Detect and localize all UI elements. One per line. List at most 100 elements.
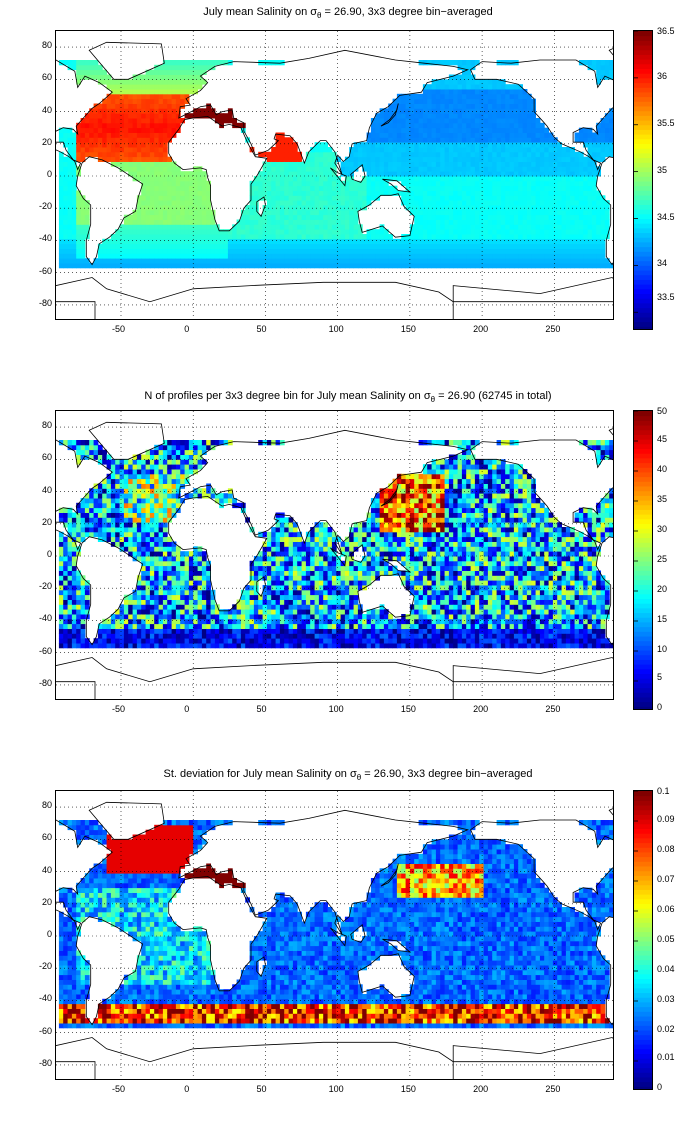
- data-cell: [128, 122, 133, 129]
- data-cell: [522, 147, 528, 153]
- data-cell: [115, 633, 120, 639]
- data-cell: [106, 502, 112, 509]
- data-cell: [58, 209, 64, 216]
- data-cell: [552, 238, 558, 245]
- data-cell: [154, 444, 159, 451]
- data-cell: [414, 190, 419, 196]
- data-cell: [401, 258, 406, 264]
- data-cell: [128, 493, 133, 499]
- data-cell: [201, 248, 207, 254]
- data-cell: [448, 79, 454, 85]
- data-cell: [141, 454, 146, 460]
- data-cell: [405, 147, 411, 153]
- data-cell: [427, 171, 432, 177]
- data-cell: [80, 599, 86, 605]
- data-cell: [188, 79, 194, 85]
- colorbar-swatch: [634, 91, 652, 98]
- data-cell: [470, 64, 476, 71]
- data-cell: [414, 263, 419, 269]
- data-cell: [201, 623, 207, 629]
- data-cell: [474, 258, 480, 264]
- data-cell: [197, 565, 203, 571]
- data-cell: [349, 161, 354, 167]
- data-cell: [119, 224, 125, 230]
- colorbar-swatch: [634, 284, 652, 290]
- data-cell: [141, 507, 146, 513]
- data-cell: [180, 633, 185, 639]
- data-cell: [587, 180, 593, 187]
- data-cell: [210, 493, 216, 499]
- data-cell: [583, 205, 588, 211]
- data-cell: [106, 263, 112, 269]
- data-cell: [76, 609, 81, 615]
- data-cell: [110, 147, 116, 153]
- data-cell: [171, 580, 177, 586]
- data-cell: [71, 224, 77, 230]
- data-cell: [557, 185, 562, 191]
- data-cell: [401, 151, 406, 158]
- data-cell: [106, 103, 112, 109]
- data-cell: [474, 205, 480, 211]
- data-cell: [318, 229, 324, 235]
- data-cell: [392, 118, 398, 124]
- data-cell: [513, 180, 519, 187]
- data-cell: [323, 229, 328, 235]
- data-cell: [505, 171, 510, 177]
- data-cell: [145, 473, 151, 480]
- data-cell: [128, 84, 133, 90]
- data-cell: [201, 219, 207, 225]
- data-cell: [149, 589, 155, 596]
- data-cell: [67, 156, 73, 162]
- data-cell: [353, 190, 359, 196]
- data-cell: [591, 171, 597, 177]
- data-cell: [145, 618, 151, 625]
- data-cell: [344, 161, 350, 167]
- data-cell: [63, 258, 68, 264]
- data-cell: [149, 643, 155, 649]
- data-cell: [149, 263, 155, 269]
- data-cell: [357, 200, 363, 206]
- data-cell: [435, 137, 441, 143]
- data-cell: [76, 234, 81, 240]
- data-cell: [145, 527, 151, 533]
- data-cell: [128, 108, 133, 114]
- data-cell: [431, 180, 437, 187]
- data-cell: [258, 224, 263, 230]
- data-cell: [375, 127, 380, 133]
- data-cell: [370, 142, 376, 148]
- data-cell: [71, 604, 77, 610]
- data-cell: [409, 190, 415, 196]
- data-cell: [67, 147, 73, 153]
- data-cell: [171, 594, 177, 600]
- data-cell: [201, 604, 207, 610]
- data-cell: [609, 113, 613, 119]
- data-cell: [249, 263, 255, 269]
- data-cell: [418, 147, 424, 153]
- data-cell: [496, 180, 502, 187]
- data-cell: [184, 570, 190, 576]
- data-cell: [145, 243, 151, 249]
- data-cell: [115, 93, 120, 100]
- data-cell: [132, 604, 138, 610]
- data-cell: [444, 147, 450, 153]
- data-cell: [206, 444, 211, 451]
- data-cell: [470, 195, 476, 201]
- data-cell: [479, 171, 484, 177]
- data-cell: [583, 238, 588, 245]
- data-cell: [353, 248, 359, 254]
- data-cell: [383, 137, 389, 143]
- data-cell: [422, 127, 428, 133]
- data-cell: [474, 180, 480, 187]
- data-cell: [522, 209, 528, 216]
- data-cell: [154, 84, 159, 90]
- data-cell: [115, 137, 120, 143]
- data-cell: [102, 483, 107, 489]
- data-cell: [110, 84, 116, 90]
- data-cell: [279, 224, 285, 230]
- data-cell: [210, 219, 216, 225]
- data-cell: [388, 103, 393, 109]
- data-cell: [171, 214, 177, 220]
- data-cell: [167, 224, 172, 230]
- data-cell: [561, 214, 567, 220]
- data-cell: [167, 556, 172, 562]
